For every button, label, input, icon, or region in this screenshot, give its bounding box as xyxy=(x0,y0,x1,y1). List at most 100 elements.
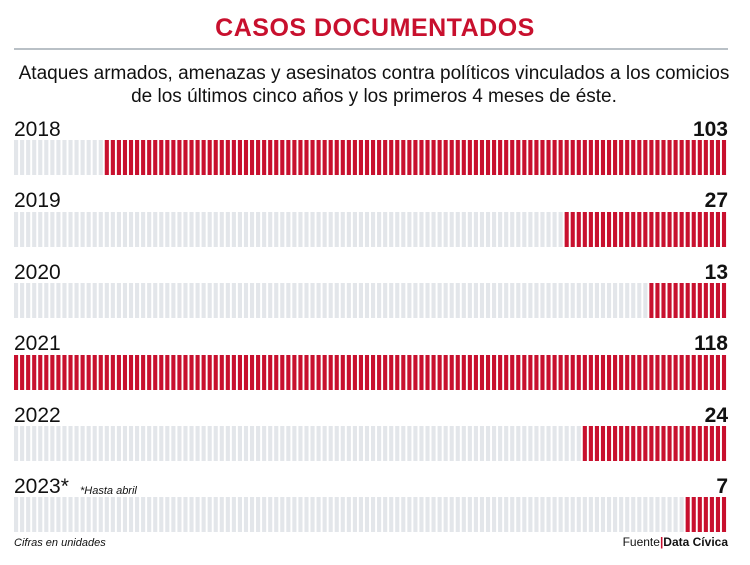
source-credit: Fuente|Data Cívica xyxy=(623,535,728,549)
case-stripe-filled xyxy=(413,140,418,175)
case-stripe-empty xyxy=(528,497,533,532)
case-stripe-filled xyxy=(594,140,599,175)
case-stripe-empty xyxy=(364,283,370,318)
case-stripe-filled xyxy=(419,140,424,175)
case-stripe-empty xyxy=(334,497,339,532)
case-stripe-empty xyxy=(92,426,97,461)
year-label-2020: 2020 xyxy=(14,261,61,284)
case-stripe-filled xyxy=(298,355,303,390)
case-stripe-empty xyxy=(292,426,297,461)
case-stripe-empty xyxy=(44,283,49,318)
case-stripe-filled xyxy=(116,140,121,175)
case-stripe-empty xyxy=(322,497,327,532)
bar-2020 xyxy=(14,283,727,318)
case-stripe-filled xyxy=(691,212,696,247)
case-stripe-empty xyxy=(510,426,515,461)
case-stripe-filled xyxy=(643,426,648,461)
case-stripe-empty xyxy=(510,497,515,532)
case-stripe-empty xyxy=(237,283,242,318)
case-stripe-empty xyxy=(473,212,478,247)
case-stripe-empty xyxy=(116,426,121,461)
case-stripe-filled xyxy=(177,355,182,390)
case-stripe-empty xyxy=(20,212,25,247)
case-stripe-empty xyxy=(286,426,291,461)
case-stripe-empty xyxy=(407,212,412,247)
case-stripe-empty xyxy=(128,426,134,461)
case-stripe-empty xyxy=(141,283,146,318)
case-stripe-empty xyxy=(110,426,115,461)
case-stripe-empty xyxy=(479,283,485,318)
case-stripe-filled xyxy=(219,140,224,175)
case-stripe-empty xyxy=(340,426,345,461)
case-stripe-filled xyxy=(709,283,714,318)
case-stripe-empty xyxy=(195,212,200,247)
case-stripe-filled xyxy=(594,426,599,461)
case-stripe-empty xyxy=(613,497,618,532)
case-stripe-empty xyxy=(540,426,545,461)
case-stripe-empty xyxy=(395,497,400,532)
case-stripe-empty xyxy=(153,426,158,461)
value-label-2018: 103 xyxy=(692,118,728,141)
case-stripe-filled xyxy=(546,140,551,175)
case-stripe-filled xyxy=(576,355,581,390)
case-stripe-empty xyxy=(534,283,539,318)
case-stripe-empty xyxy=(443,497,448,532)
case-stripe-empty xyxy=(98,426,103,461)
case-stripe-empty xyxy=(243,497,249,532)
case-stripe-filled xyxy=(328,140,333,175)
case-stripe-filled xyxy=(709,212,714,247)
case-stripe-empty xyxy=(528,283,533,318)
case-stripe-empty xyxy=(358,212,364,247)
case-stripe-filled xyxy=(709,497,714,532)
case-stripe-filled xyxy=(534,140,539,175)
case-stripe-empty xyxy=(498,283,503,318)
case-stripe-filled xyxy=(153,140,158,175)
case-stripe-empty xyxy=(80,283,85,318)
case-stripe-filled xyxy=(225,140,230,175)
case-stripe-empty xyxy=(576,283,581,318)
case-stripe-empty xyxy=(38,212,43,247)
case-stripe-empty xyxy=(110,212,115,247)
case-stripe-empty xyxy=(637,283,642,318)
case-stripe-filled xyxy=(558,140,563,175)
case-stripe-filled xyxy=(703,355,708,390)
case-stripe-empty xyxy=(256,283,261,318)
case-stripe-empty xyxy=(419,212,424,247)
case-stripe-filled xyxy=(516,140,521,175)
case-stripe-empty xyxy=(183,283,188,318)
case-stripe-filled xyxy=(243,355,249,390)
case-stripe-empty xyxy=(243,426,249,461)
case-stripe-empty xyxy=(189,212,194,247)
case-stripe-filled xyxy=(171,140,176,175)
case-stripe-empty xyxy=(20,426,25,461)
case-stripe-filled xyxy=(401,355,406,390)
case-stripe-empty xyxy=(56,140,61,175)
case-stripe-filled xyxy=(504,355,509,390)
case-stripe-empty xyxy=(419,283,424,318)
case-stripe-empty xyxy=(74,140,79,175)
case-stripe-empty xyxy=(322,283,327,318)
case-stripe-empty xyxy=(98,140,103,175)
case-stripe-filled xyxy=(231,355,236,390)
value-label-2019: 27 xyxy=(704,189,728,212)
case-stripe-filled xyxy=(721,140,727,175)
case-stripe-empty xyxy=(219,283,224,318)
year-label-2021: 2021 xyxy=(14,332,61,355)
case-stripe-empty xyxy=(141,426,146,461)
case-stripe-filled xyxy=(685,355,690,390)
case-stripe-empty xyxy=(455,283,460,318)
case-stripe-filled xyxy=(249,355,255,390)
case-stripe-empty xyxy=(631,497,636,532)
case-stripe-empty xyxy=(231,212,236,247)
case-stripe-empty xyxy=(377,497,382,532)
case-stripe-filled xyxy=(358,355,364,390)
case-stripe-filled xyxy=(504,140,509,175)
case-stripe-empty xyxy=(522,283,527,318)
case-stripe-empty xyxy=(56,426,61,461)
case-stripe-filled xyxy=(286,355,291,390)
case-stripe-filled xyxy=(606,140,612,175)
case-stripe-empty xyxy=(570,426,575,461)
case-stripe-empty xyxy=(74,212,79,247)
case-stripe-filled xyxy=(697,355,702,390)
case-stripe-empty xyxy=(225,497,230,532)
